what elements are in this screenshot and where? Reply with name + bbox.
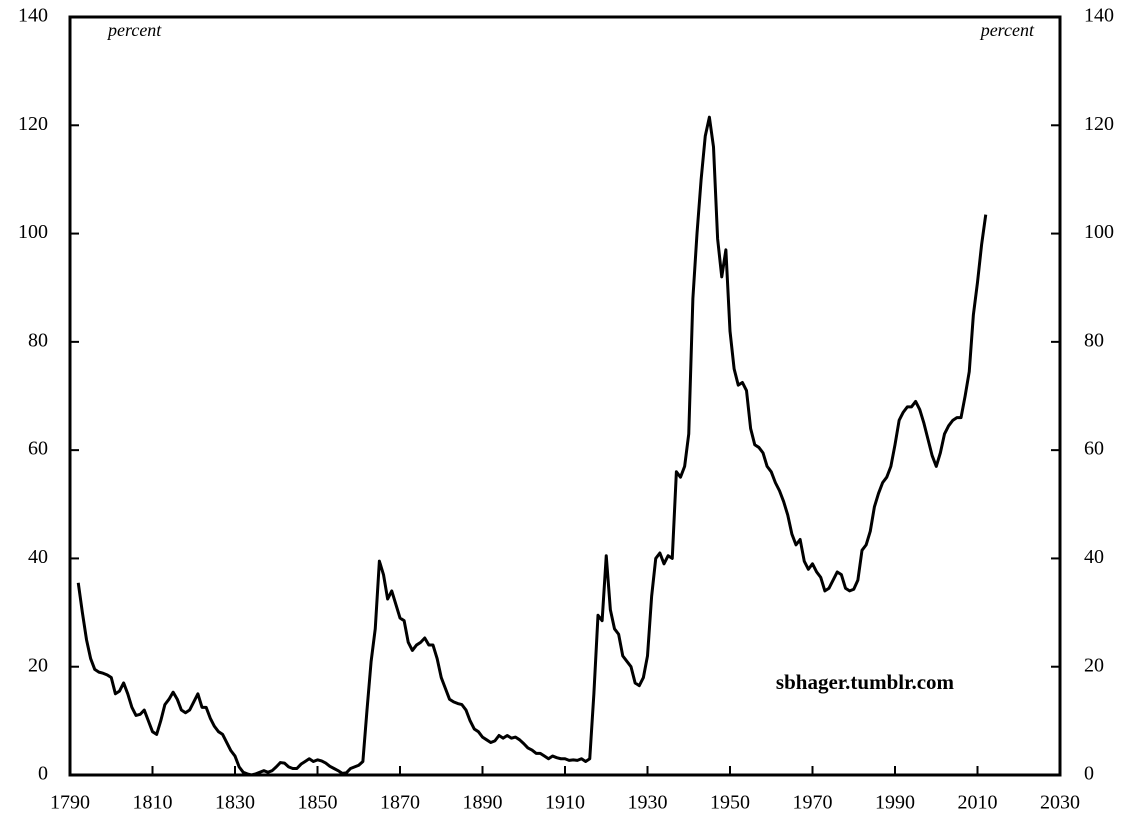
y-tick-label: 80 [28, 329, 48, 351]
annotation: percent [979, 20, 1035, 40]
y-tick-label: 40 [28, 546, 48, 568]
x-tick-label: 2010 [958, 792, 998, 814]
x-tick-label: 1810 [133, 792, 173, 814]
x-tick-label: 1790 [50, 792, 90, 814]
x-tick-label: 1850 [298, 792, 338, 814]
y2-tick-label: 80 [1084, 329, 1104, 351]
y-tick-label: 60 [28, 438, 48, 460]
y2-tick-label: 60 [1084, 438, 1104, 460]
y-tick-label: 0 [38, 763, 48, 785]
x-tick-label: 1870 [380, 792, 420, 814]
y2-tick-label: 140 [1084, 5, 1114, 27]
x-tick-label: 1990 [875, 792, 915, 814]
y2-tick-label: 0 [1084, 763, 1094, 785]
y2-tick-label: 100 [1084, 221, 1114, 243]
y2-tick-label: 40 [1084, 546, 1104, 568]
x-tick-label: 1910 [545, 792, 585, 814]
annotation: sbhager.tumblr.com [776, 670, 955, 694]
x-tick-label: 1830 [215, 792, 255, 814]
y-tick-label: 140 [18, 5, 48, 27]
data-line [76, 115, 988, 777]
y-tick-label: 100 [18, 221, 48, 243]
x-tick-label: 1890 [463, 792, 503, 814]
x-tick-label: 1970 [793, 792, 833, 814]
y2-tick-label: 20 [1084, 654, 1104, 676]
y-tick-label: 20 [28, 654, 48, 676]
plot-frame [68, 15, 1062, 777]
annotation: percent [106, 20, 162, 40]
x-tick-label: 2030 [1040, 792, 1080, 814]
y2-tick-label: 120 [1084, 113, 1114, 135]
y-tick-label: 120 [18, 113, 48, 135]
x-tick-label: 1950 [710, 792, 750, 814]
x-tick-label: 1930 [628, 792, 668, 814]
